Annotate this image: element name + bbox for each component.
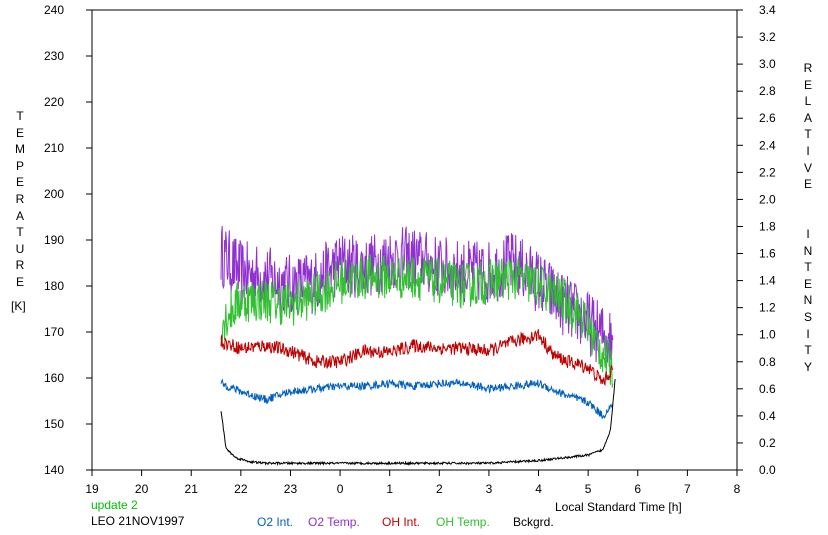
y-right-tick-label: 1.4 — [759, 274, 776, 288]
x-tick-label: 0 — [337, 482, 344, 496]
x-tick-label: 1 — [386, 482, 393, 496]
x-tick-label: 5 — [585, 482, 592, 496]
legend-o2-temp: O2 Temp. — [308, 515, 360, 529]
legend-oh-int: OH Int. — [382, 515, 421, 529]
x-tick-label: 3 — [486, 482, 493, 496]
update-label: update 2 — [91, 498, 138, 512]
y-right-tick-label: 2.2 — [759, 165, 776, 179]
series-line-oh-temp — [220, 254, 614, 388]
x-tick-label: 21 — [185, 482, 199, 496]
series-line-oh-int — [220, 329, 614, 386]
y-left-tick-label: 200 — [44, 187, 64, 201]
y-left-tick-label: 210 — [44, 141, 64, 155]
y-right-tick-label: 0.8 — [759, 355, 776, 369]
series-line-bckgrd — [220, 379, 616, 467]
legend-oh-temp: OH Temp. — [436, 515, 490, 529]
y-left-tick-label: 140 — [44, 463, 64, 477]
legend-o2-int: O2 Int. — [257, 515, 294, 529]
y-right-tick-label: 0.2 — [759, 436, 776, 450]
y-right-tick-label: 2.4 — [759, 138, 776, 152]
x-tick-label: 7 — [684, 482, 691, 496]
y-right-tick-label: 1.0 — [759, 328, 776, 342]
x-axis-label: Local Standard Time [h] — [555, 500, 682, 514]
y-left-tick-label: 170 — [44, 325, 64, 339]
y-left-tick-label: 180 — [44, 279, 64, 293]
y-right-tick-label: 2.6 — [759, 111, 776, 125]
y-left-tick-label: 160 — [44, 371, 64, 385]
x-tick-label: 6 — [634, 482, 641, 496]
y-left-tick-label: 190 — [44, 233, 64, 247]
y-right-tick-label: 1.8 — [759, 219, 776, 233]
legend-bckgrd: Bckgrd. — [513, 515, 554, 529]
y-right-tick-label: 1.2 — [759, 301, 776, 315]
y-axis-left-unit: [K] — [11, 299, 26, 313]
y-right-tick-label: 3.0 — [759, 57, 776, 71]
y-right-tick-label: 3.2 — [759, 30, 776, 44]
x-tick-label: 4 — [535, 482, 542, 496]
x-tick-label: 19 — [85, 482, 99, 496]
x-tick-label: 20 — [135, 482, 149, 496]
y-right-tick-label: 2.0 — [759, 192, 776, 206]
y-left-tick-label: 240 — [44, 3, 64, 17]
x-tick-label: 22 — [234, 482, 248, 496]
y-right-tick-label: 2.8 — [759, 84, 776, 98]
y-right-tick-label: 0.6 — [759, 382, 776, 396]
y-left-tick-label: 150 — [44, 417, 64, 431]
y-right-tick-label: 1.6 — [759, 247, 776, 261]
y-right-tick-label: 0.0 — [759, 463, 776, 477]
y-right-tick-label: 0.4 — [759, 409, 776, 423]
x-tick-label: 23 — [284, 482, 298, 496]
x-tick-label: 2 — [436, 482, 443, 496]
series-line-o2-int — [220, 378, 614, 419]
y-right-tick-label: 3.4 — [759, 3, 776, 17]
x-tick-label: 8 — [734, 482, 741, 496]
station-date-label: LEO 21NOV1997 — [91, 514, 185, 528]
y-left-tick-label: 220 — [44, 95, 64, 109]
y-left-tick-label: 230 — [44, 49, 64, 63]
